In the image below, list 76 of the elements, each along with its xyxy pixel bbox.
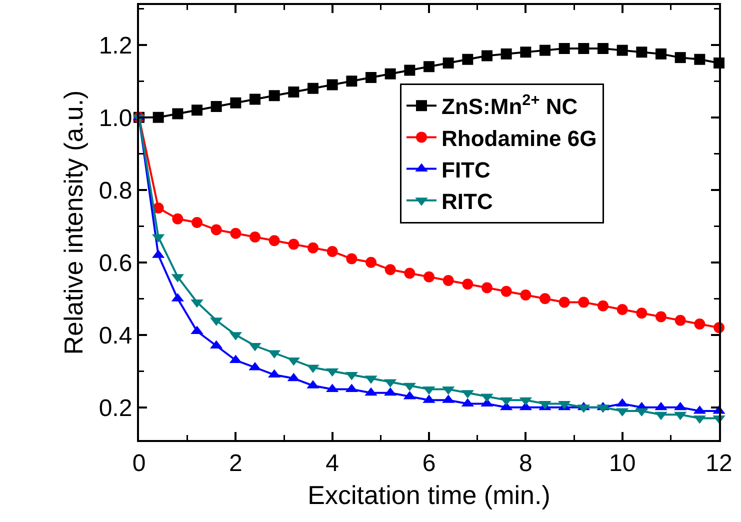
point	[598, 300, 608, 312]
point	[366, 256, 376, 268]
point	[230, 228, 242, 239]
y-tick-label: 1.0	[98, 104, 132, 132]
point	[192, 217, 202, 228]
point	[598, 43, 608, 54]
point	[404, 64, 416, 76]
x-tick-label: 2	[228, 450, 242, 477]
point	[268, 235, 280, 246]
legend-label: ZnS:Mn$^{2+}$ NC	[442, 92, 578, 120]
point	[384, 264, 396, 276]
point	[326, 79, 338, 90]
point	[674, 52, 686, 64]
point	[616, 304, 628, 315]
point	[462, 54, 474, 65]
point	[308, 242, 318, 254]
point	[520, 46, 532, 58]
point	[674, 314, 686, 326]
point	[656, 48, 666, 60]
y-tick-label: 0.4	[98, 322, 132, 350]
point	[694, 318, 706, 330]
point	[442, 275, 454, 286]
point	[462, 278, 474, 290]
point	[424, 61, 434, 72]
point	[540, 44, 550, 56]
point	[384, 68, 396, 80]
x-tick-label: 12	[706, 450, 732, 477]
point	[308, 82, 318, 94]
x-tick-label: 6	[422, 450, 436, 477]
point	[172, 213, 184, 224]
point	[500, 286, 512, 297]
point	[442, 58, 454, 68]
legend-label: Rhodamine 6G	[442, 126, 597, 151]
y-tick-label: 0.2	[98, 394, 132, 422]
point	[346, 76, 358, 87]
point	[172, 108, 184, 120]
point	[250, 94, 260, 105]
point	[482, 50, 492, 62]
point	[424, 271, 434, 282]
point	[558, 296, 570, 308]
point	[578, 43, 590, 54]
point	[288, 238, 300, 250]
point	[326, 246, 338, 257]
point	[482, 282, 492, 294]
y-tick-label: 1.2	[98, 32, 132, 60]
point	[636, 46, 648, 58]
point	[152, 112, 164, 123]
point	[558, 43, 570, 54]
point	[346, 253, 358, 264]
point	[268, 90, 280, 102]
point	[500, 48, 512, 60]
point	[288, 86, 300, 98]
y-tick-label: 0.6	[98, 250, 132, 277]
x-tick-label: 10	[608, 450, 636, 477]
point	[656, 311, 666, 322]
x-tick-label: 8	[518, 450, 532, 477]
point	[366, 72, 376, 83]
x-tick-label: 4	[326, 450, 340, 477]
legend-label: RITC	[442, 188, 493, 214]
y-tick-label: 0.8	[98, 177, 132, 204]
point	[694, 54, 706, 65]
point	[404, 268, 416, 279]
point	[192, 104, 202, 116]
point	[540, 293, 550, 304]
y-axis-title: Relative intensity (a.u.)	[58, 90, 89, 355]
point	[520, 290, 532, 300]
x-tick-label: 0	[132, 450, 146, 477]
legend-label: FITC	[442, 157, 490, 182]
point	[210, 101, 222, 112]
point	[250, 232, 260, 242]
point	[210, 224, 222, 236]
point	[230, 97, 242, 108]
point	[578, 296, 590, 308]
point	[636, 308, 648, 319]
x-axis-title: Excitation time (min.)	[308, 480, 550, 510]
point	[616, 44, 628, 56]
